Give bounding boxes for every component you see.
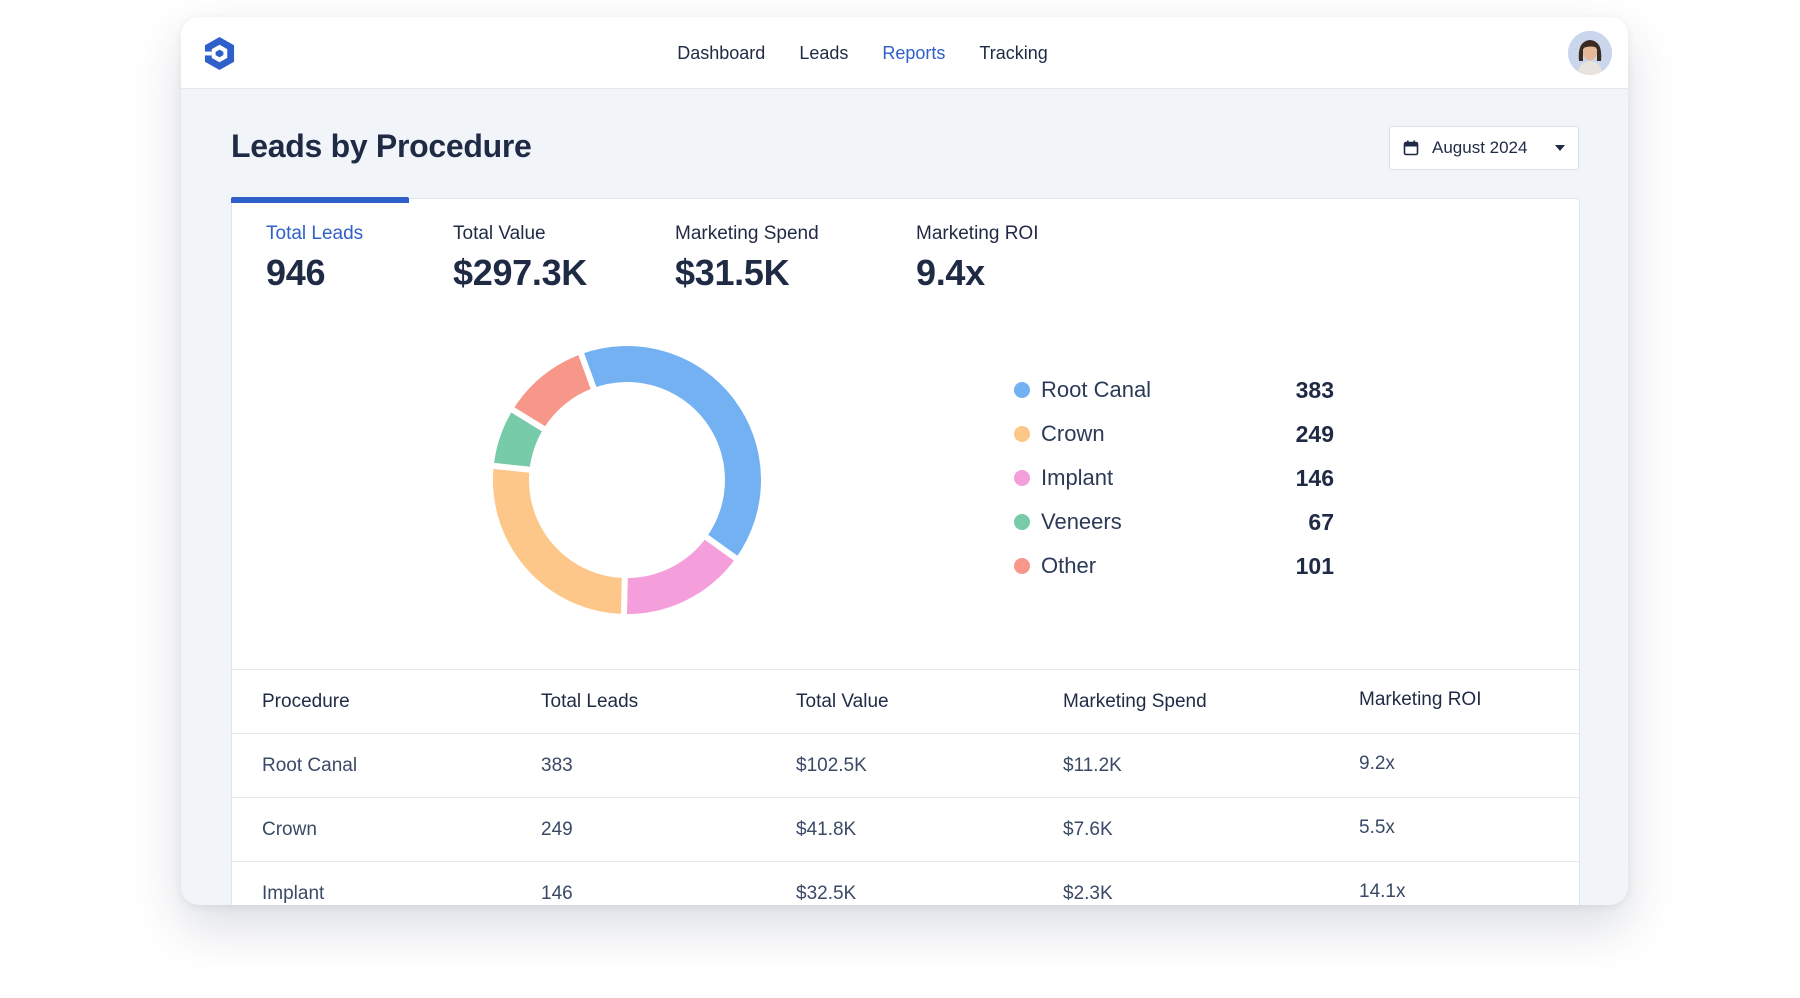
stat-tab-marketing-spend[interactable]: Marketing Spend $31.5K <box>675 223 819 294</box>
column-header-total-value[interactable]: Total Value <box>796 691 889 712</box>
cell-marketing-roi: 14.1x <box>1359 881 1406 902</box>
table-header-row: Procedure Total Leads Total Value Market… <box>232 669 1579 733</box>
stat-value: $297.3K <box>453 252 588 293</box>
cell-total-leads: 383 <box>541 755 573 776</box>
table-row[interactable]: Crown 249 $41.8K $7.6K 5.5x <box>232 797 1579 861</box>
cell-total-value: $102.5K <box>796 755 867 776</box>
nav-tracking[interactable]: Tracking <box>979 42 1048 63</box>
column-header-marketing-spend[interactable]: Marketing Spend <box>1063 691 1207 712</box>
cell-procedure: Crown <box>262 819 317 840</box>
legend-label: Other <box>1041 553 1097 578</box>
app-window: Dashboard Leads Reports Tracking Leads b… <box>181 17 1628 905</box>
table-row[interactable]: Root Canal 383 $102.5K $11.2K 9.2x <box>232 733 1579 797</box>
stat-label: Marketing ROI <box>916 223 1039 244</box>
donut-slice-root-canal[interactable] <box>576 340 767 565</box>
table-row[interactable]: Implant 146 $32.5K $2.3K 14.1x <box>232 861 1579 905</box>
legend-item-crown[interactable]: Crown 249 <box>1014 412 1334 456</box>
nav-leads[interactable]: Leads <box>799 42 849 63</box>
cell-marketing-spend: $11.2K <box>1063 755 1122 776</box>
legend-dot-icon <box>1014 514 1030 530</box>
donut-slice-other[interactable] <box>506 347 599 435</box>
page-title: Leads by Procedure <box>231 128 532 164</box>
chevron-down-icon <box>1555 145 1565 151</box>
stat-value: 946 <box>266 252 326 293</box>
legend-value: 146 <box>1295 464 1334 491</box>
cell-marketing-roi: 5.5x <box>1359 817 1395 838</box>
legend-label: Implant <box>1041 465 1114 490</box>
stat-tab-marketing-roi[interactable]: Marketing ROI 9.4x <box>916 223 1038 294</box>
legend-value: 101 <box>1295 552 1334 579</box>
cell-marketing-roi: 9.2x <box>1359 753 1395 774</box>
cell-total-leads: 146 <box>541 883 573 904</box>
column-header-procedure[interactable]: Procedure <box>262 691 350 712</box>
stat-tab-total-value[interactable]: Total Value $297.3K <box>453 223 587 294</box>
legend-item-root-canal[interactable]: Root Canal 383 <box>1014 368 1334 412</box>
nav-reports[interactable]: Reports <box>882 42 946 63</box>
cell-total-value: $41.8K <box>796 819 857 840</box>
user-avatar[interactable] <box>1568 31 1612 75</box>
stat-tab-total-leads[interactable]: Total Leads 946 <box>266 223 363 294</box>
app-logo-icon[interactable] <box>203 36 236 71</box>
legend-item-other[interactable]: Other 101 <box>1014 544 1334 588</box>
nav-dashboard[interactable]: Dashboard <box>677 42 766 63</box>
stat-label: Total Leads <box>266 223 364 244</box>
legend-item-implant[interactable]: Implant 146 <box>1014 456 1334 500</box>
column-header-marketing-roi[interactable]: Marketing ROI <box>1359 689 1482 710</box>
cell-total-leads: 249 <box>541 819 573 840</box>
top-navigation-bar: Dashboard Leads Reports Tracking <box>181 17 1628 89</box>
main-nav: Dashboard Leads Reports Tracking <box>181 17 1628 89</box>
calendar-icon <box>1403 140 1419 156</box>
donut-chart <box>487 340 767 620</box>
donut-slice-implant[interactable] <box>620 531 743 620</box>
user-avatar-icon <box>1568 31 1612 75</box>
procedure-table: Procedure Total Leads Total Value Market… <box>232 669 1579 905</box>
legend-dot-icon <box>1014 426 1030 442</box>
cell-procedure: Implant <box>262 883 325 904</box>
legend-dot-icon <box>1014 558 1030 574</box>
cell-total-value: $32.5K <box>796 883 857 904</box>
stat-value: 9.4x <box>916 252 985 293</box>
stat-label: Marketing Spend <box>675 223 819 244</box>
stat-label: Total Value <box>453 223 546 244</box>
legend-value: 249 <box>1295 420 1334 447</box>
donut-slice-crown[interactable] <box>487 462 628 620</box>
legend-value: 67 <box>1308 508 1334 535</box>
cell-procedure: Root Canal <box>262 755 358 776</box>
legend-label: Crown <box>1041 421 1105 446</box>
legend-dot-icon <box>1014 382 1030 398</box>
legend-dot-icon <box>1014 470 1030 486</box>
active-tab-indicator <box>231 197 409 203</box>
legend-value: 383 <box>1295 376 1334 403</box>
column-header-total-leads[interactable]: Total Leads <box>541 691 639 712</box>
date-picker-dropdown[interactable]: August 2024 <box>1389 126 1579 170</box>
cell-marketing-spend: $7.6K <box>1063 819 1113 840</box>
date-picker-label: August 2024 <box>1432 138 1528 157</box>
legend-label: Root Canal <box>1041 377 1152 402</box>
cell-marketing-spend: $2.3K <box>1063 883 1113 904</box>
stat-value: $31.5K <box>675 252 790 293</box>
chart-legend: Root Canal 383 Crown 249 Implant 146 Veneers 67… <box>1014 368 1334 588</box>
legend-label: Veneers <box>1041 509 1122 534</box>
legend-item-veneers[interactable]: Veneers 67 <box>1014 500 1334 544</box>
report-card: Total Leads 946 Total Value $297.3K Mark… <box>231 197 1580 905</box>
